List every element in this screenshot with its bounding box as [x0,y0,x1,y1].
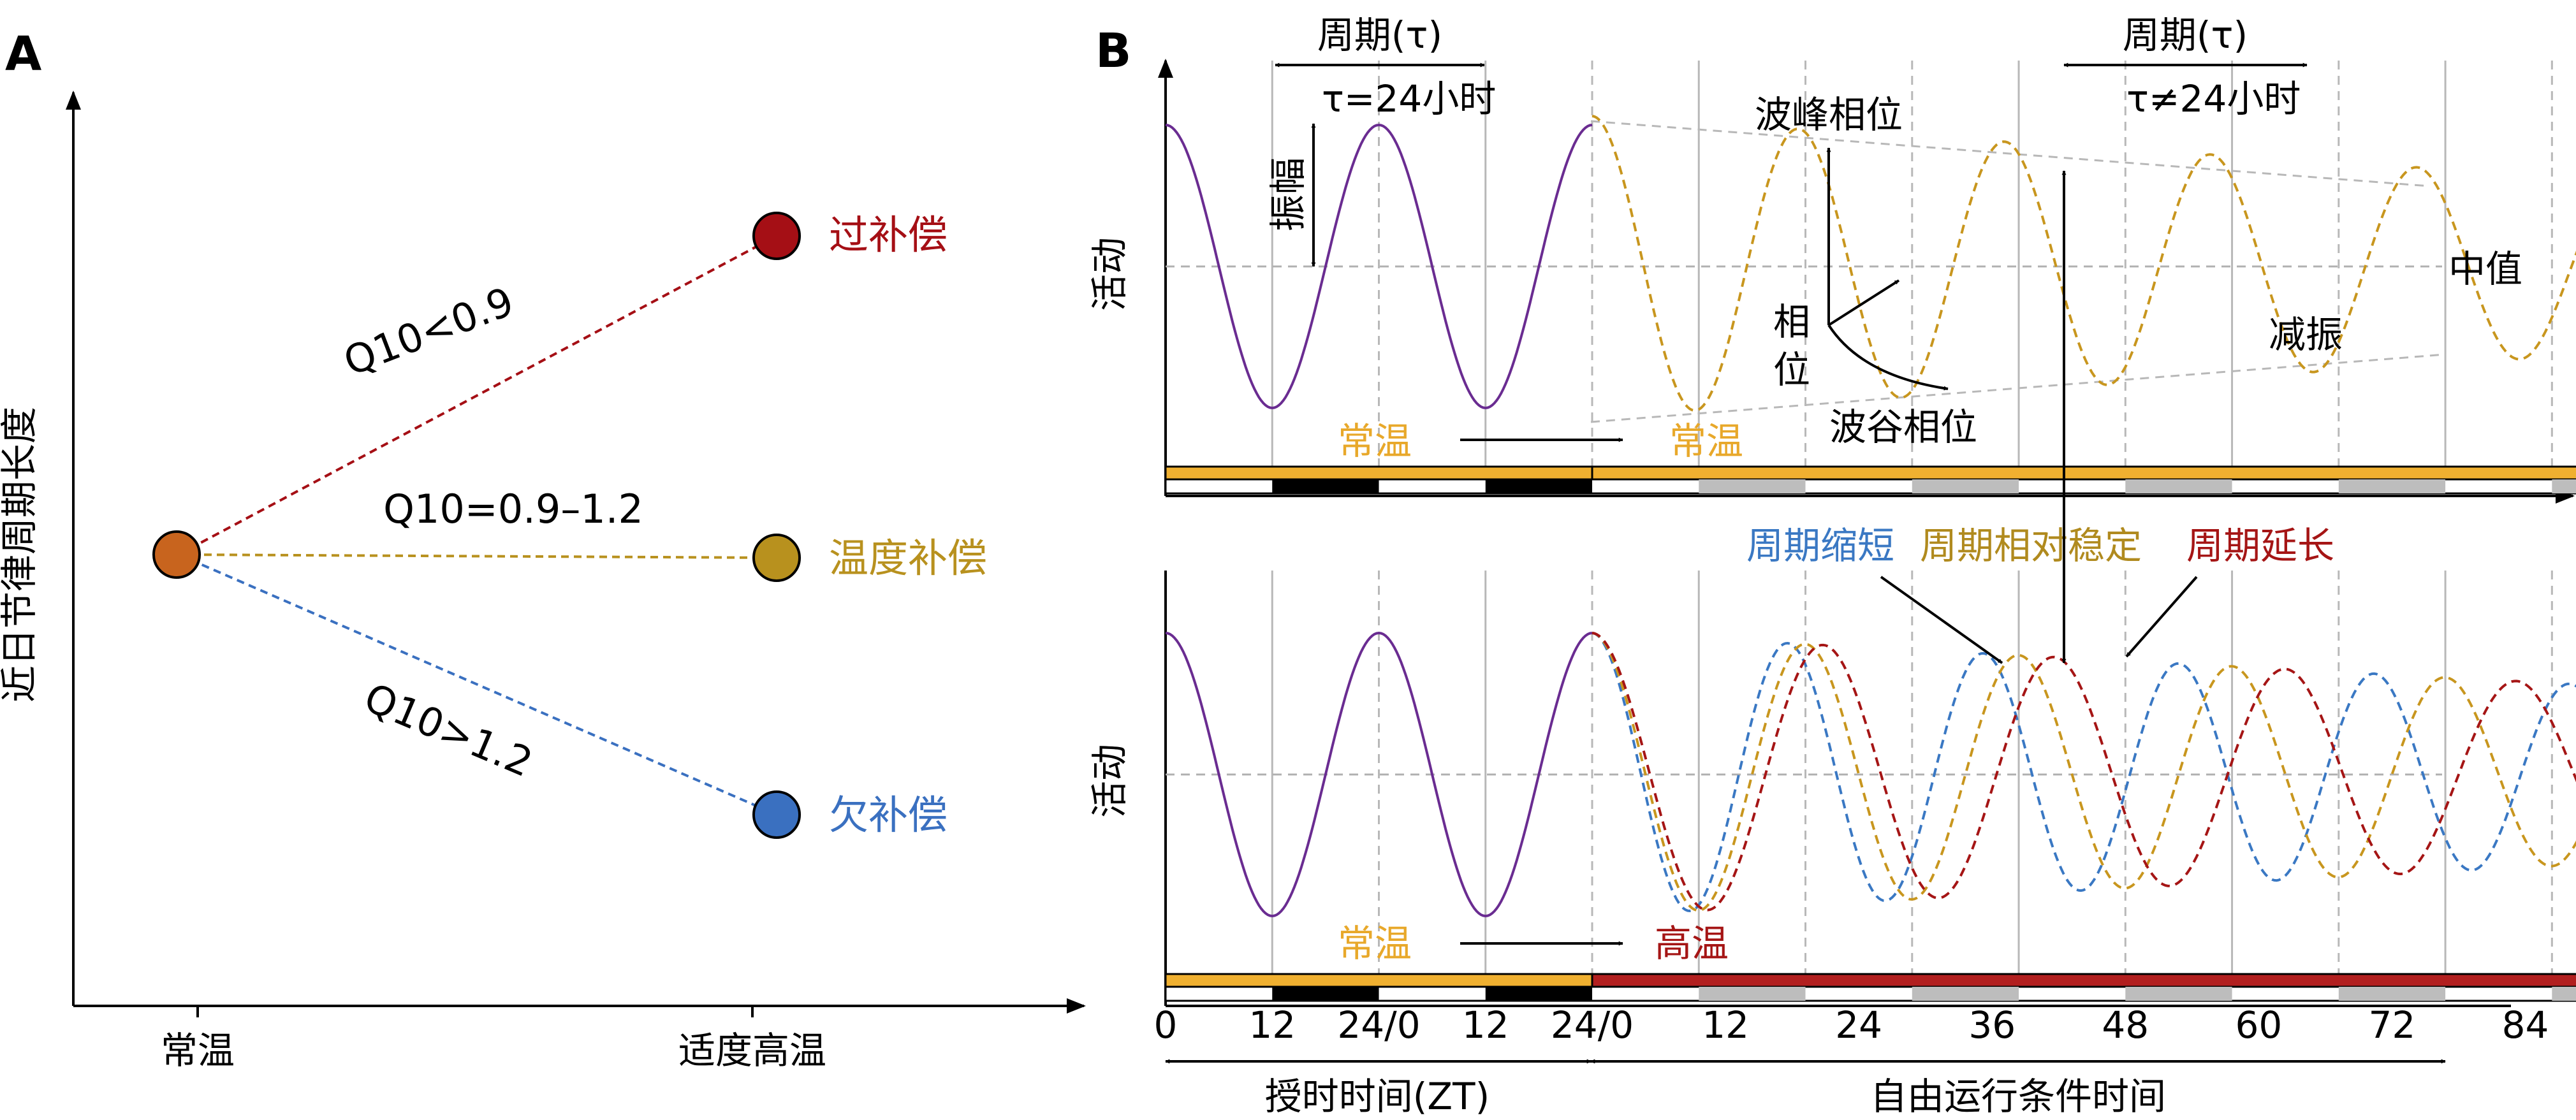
top-period-label-1: 周期(τ) [1317,13,1442,57]
x-tick-label: 12 [1702,1003,1749,1047]
x-tick-label: 36 [1968,1003,2016,1047]
top-entrained-wave [1165,123,1593,410]
panel-b: B 活动 活动 周期(τ) τ=24小时 周期(τ) τ≠24小时 振幅 波峰相… [1088,13,2576,1118]
subjective-dark-segment [2125,479,2232,493]
panel-b-label: B [1095,24,1131,78]
dark-segment [1485,987,1593,1001]
subjective-dark-segment [2338,479,2446,493]
damping-envelope-lower [1590,353,2446,423]
top-free-run-wave [1592,115,2576,412]
shorter-arrow [1880,576,2003,664]
amplitude-label: 振幅 [1266,157,1310,231]
dark-segment [1485,479,1593,493]
shorter-label: 周期缩短 [1746,524,1894,567]
branch-under-line [178,553,777,816]
x-tick-label: 24/0 [1551,1003,1634,1047]
branch-comp-line [178,553,777,559]
over-dot [752,212,801,260]
wave-stable [1592,632,2576,912]
panel-a-ylabel: 近日节律周期长度 [0,407,41,702]
peak-phase-label: 波峰相位 [1755,93,1903,136]
bottom-temp-left: 常温 [1338,922,1412,965]
top-temp-right: 常温 [1669,419,1743,463]
outcome-over: 过补偿 [829,212,948,258]
x-tick-label: 12 [1248,1003,1296,1047]
x-tick-label: 24/0 [1337,1003,1420,1047]
top-temp-left: 常温 [1338,419,1412,463]
comp-dot [752,534,801,582]
damping-envelope-upper [1590,120,2430,187]
median-label: 中值 [2448,247,2522,291]
light-bar-gold [1164,465,1593,481]
x-tick-label: 72 [2369,1003,2416,1047]
top-ylabel: 活动 [1088,237,1131,311]
bottom-entrained-wave [1165,631,1593,918]
light-bar-gold [1164,973,1593,988]
trough-phase-label: 波谷相位 [1829,405,1977,449]
x-tick-label: 84 [2502,1003,2549,1047]
tau24-label: τ=24小时 [1322,77,1496,120]
subjective-dark-segment [1912,479,2019,493]
x-tick-label: 12 [1462,1003,1509,1047]
subjective-dark-segment [2552,479,2576,493]
panel-a-xtick-normal: 常温 [161,1029,235,1072]
x-tick-label: 24 [1835,1003,1882,1047]
wave-shorter [1592,632,2576,913]
subjective-dark-segment [1912,987,2019,1001]
q10-over: Q10<0.9 [337,278,520,385]
subjective-dark-segment [2338,987,2446,1001]
free-run-label: 自由运行条件时间 [1870,1075,2166,1118]
phase-arrow-right [1827,279,1900,326]
subjective-dark-segment [2552,987,2576,1001]
longer-label: 周期延长 [2186,524,2334,567]
subjective-dark-segment [1699,479,1806,493]
light-bar-condition [1591,973,2576,988]
dark-segment [1272,479,1379,493]
x-tick-label: 48 [2102,1003,2149,1047]
tau-ne-label: τ≠24小时 [2126,77,2301,120]
x-tick-label: 0 [1154,1003,1178,1047]
stable-label: 周期相对稳定 [1920,524,2142,567]
dark-segment [1272,987,1379,1001]
panel-a-xtick-high: 适度高温 [678,1029,826,1072]
outcome-under: 欠补偿 [829,792,948,838]
bottom-ylabel: 活动 [1088,744,1131,818]
top-period-label-2: 周期(τ) [2123,13,2248,57]
wave-longer [1592,632,2576,912]
subjective-dark-segment [1699,987,1806,1001]
panel-a: A 近日节律周期长度 常温 适度高温 过补偿 温度补偿 欠补偿 Q10<0.9 … [0,27,1086,1072]
q10-comp: Q10=0.9–1.2 [383,486,643,532]
origin-dot [152,530,201,579]
light-bar-condition [1591,465,2576,481]
longer-arrow [2125,576,2198,658]
damping-label: 减振 [2269,313,2343,356]
bottom-temp-right: 高温 [1655,922,1729,965]
phase-arrow-down [1827,324,1949,391]
zt-label: 授时时间(ZT) [1265,1075,1489,1118]
q10-under: Q10>1.2 [358,674,539,786]
x-tick-label: 60 [2235,1003,2282,1047]
outcome-comp: 温度补偿 [829,535,987,581]
branch-over-line [178,235,777,556]
panel-a-label: A [5,27,41,82]
light-bars [1164,465,2576,1002]
bottom-grid [1271,571,2553,987]
phase-label-1: 相 [1773,300,1810,344]
waves [1165,115,2576,918]
phase-label-2: 位 [1773,348,1810,391]
under-dot [752,790,801,839]
subjective-dark-segment [2125,987,2232,1001]
